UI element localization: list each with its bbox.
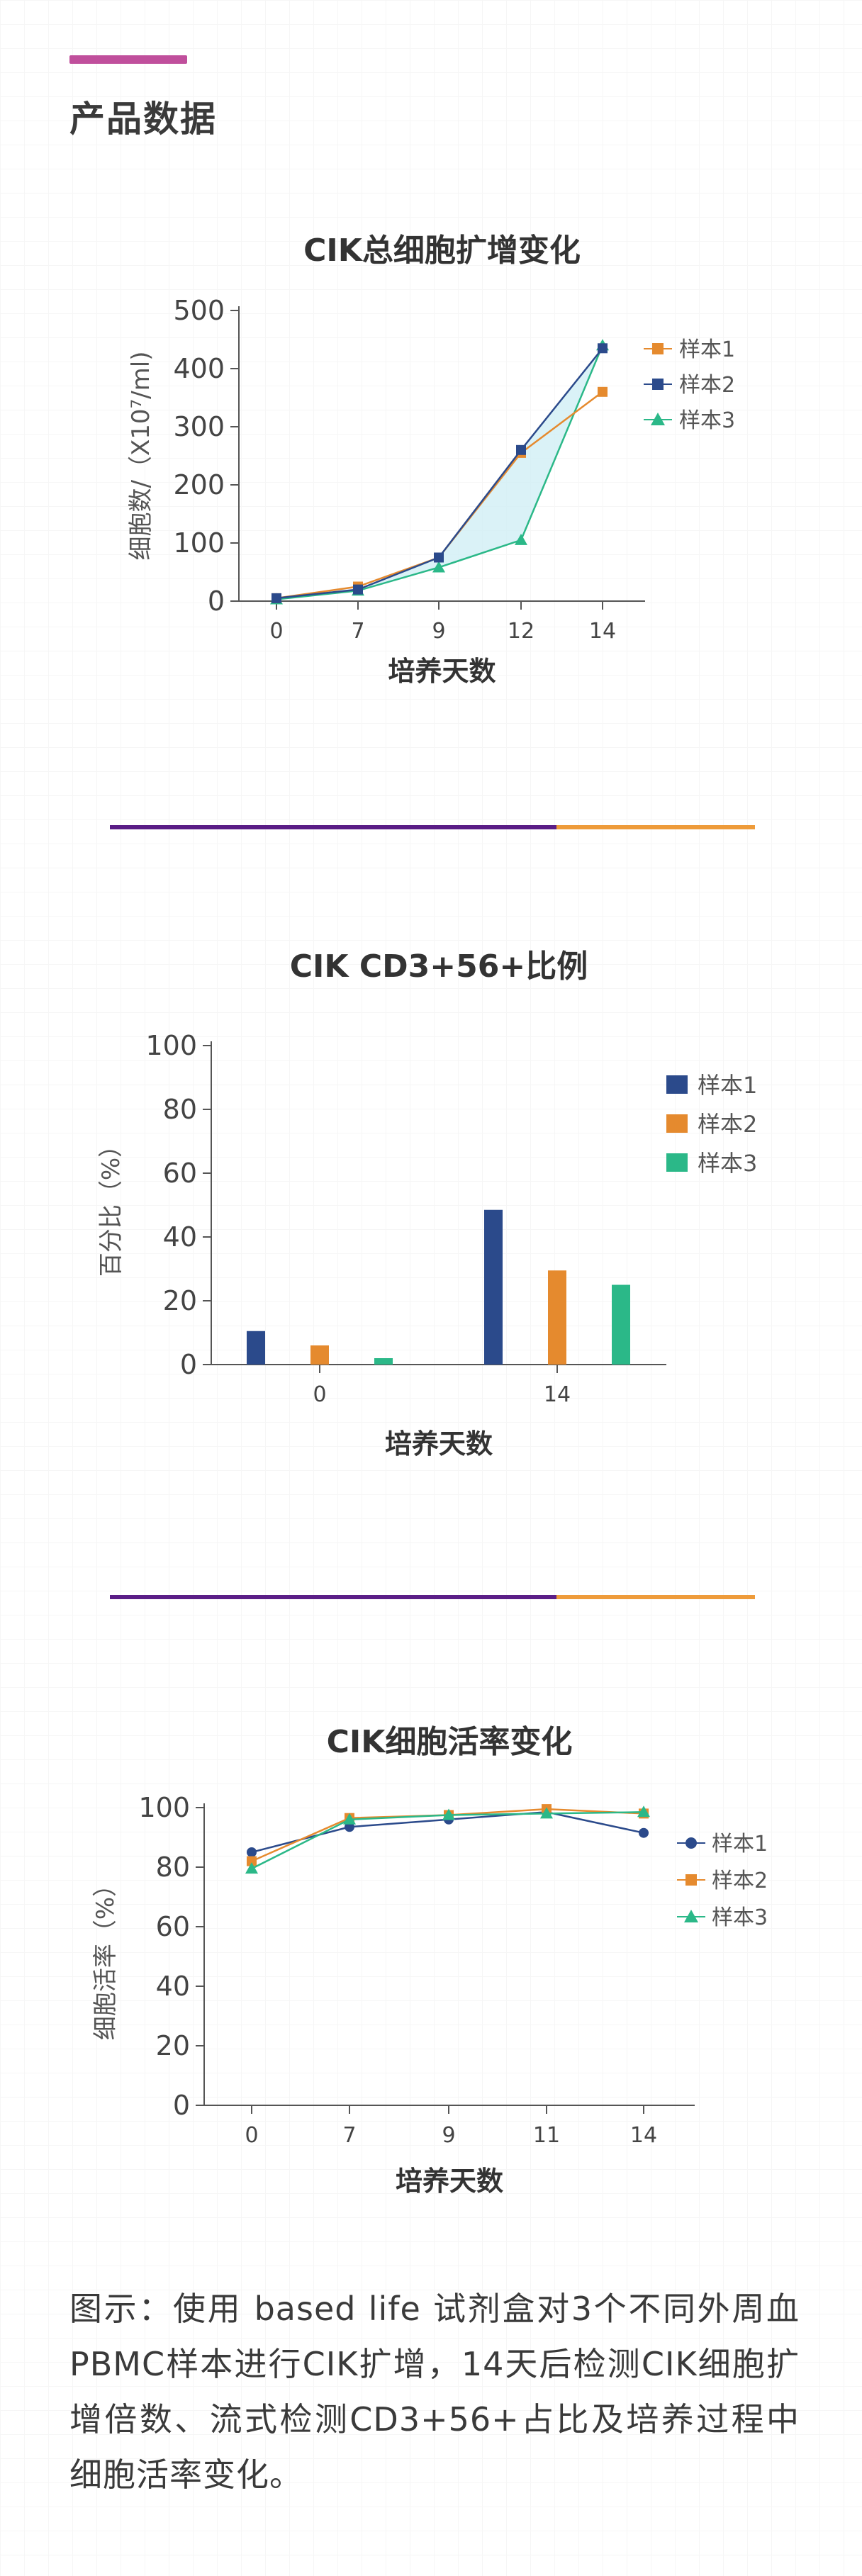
chart3-legend-label: 样本1 bbox=[712, 1832, 768, 1857]
chart1-y-tick-label: 300 bbox=[173, 411, 225, 442]
chart3-x-tick-label: 9 bbox=[442, 2123, 455, 2148]
chart1-x-tick-label: 0 bbox=[269, 619, 283, 644]
chart2-legend-label: 样本2 bbox=[698, 1111, 757, 1138]
chart3-x-tick-label: 0 bbox=[245, 2123, 258, 2148]
chart2-y-tick-label: 60 bbox=[163, 1158, 197, 1189]
chart1-x-tick-label: 9 bbox=[432, 619, 445, 644]
chart3-x-axis-label: 培养天数 bbox=[396, 2166, 503, 2197]
chart3-title: CIK细胞活率变化 bbox=[327, 1724, 573, 1760]
chart2-x-axis-label: 培养天数 bbox=[385, 1428, 493, 1460]
chart2-y-axis-label: 百分比（%） bbox=[97, 1133, 125, 1277]
chart1-title: CIK总细胞扩增变化 bbox=[303, 233, 581, 269]
chart2-y-tick-label: 40 bbox=[163, 1221, 197, 1253]
chart1-x-axis-label: 培养天数 bbox=[388, 656, 496, 687]
chart1-point bbox=[598, 386, 608, 397]
chart2-legend-swatch bbox=[666, 1153, 688, 1172]
chart2-bar bbox=[247, 1331, 265, 1365]
divider-2 bbox=[110, 1595, 755, 1599]
chart3-point bbox=[245, 1862, 258, 1874]
chart2-legend-swatch bbox=[666, 1114, 688, 1133]
chart2-bar bbox=[548, 1270, 566, 1365]
title-accent-bar bbox=[69, 55, 187, 64]
chart3-y-tick-label: 0 bbox=[173, 2090, 190, 2121]
chart2-y-tick-label: 20 bbox=[163, 1285, 197, 1316]
chart1-legend-marker bbox=[652, 343, 664, 354]
chart1-point bbox=[434, 552, 444, 563]
chart1-legend-marker bbox=[651, 413, 665, 425]
chart1-x-tick-label: 7 bbox=[351, 619, 364, 644]
chart1-y-tick-label: 200 bbox=[173, 469, 225, 500]
chart2-bar bbox=[310, 1345, 329, 1365]
chart1-point bbox=[598, 343, 608, 354]
chart-cd3-56-ratio: CIK CD3+56+比例 0 20 40 60 80 100 0 14 培养天数 百分比（%） 样本… bbox=[97, 948, 757, 1460]
chart2-y-tick-label: 80 bbox=[163, 1094, 197, 1125]
chart2-x-tick-label: 0 bbox=[313, 1382, 326, 1407]
chart3-y-axis-label: 细胞活率（%） bbox=[91, 1873, 120, 2040]
chart3-x-tick-label: 11 bbox=[533, 2123, 560, 2148]
chart3-point bbox=[247, 1847, 257, 1857]
chart1-point bbox=[516, 444, 526, 455]
chart3-point bbox=[345, 1822, 354, 1832]
chart1-y-tick-label: 0 bbox=[208, 586, 225, 617]
chart2-legend-swatch bbox=[666, 1075, 688, 1094]
chart3-y-tick-label: 40 bbox=[156, 1971, 190, 2002]
section-title: 产品数据 bbox=[69, 99, 217, 140]
chart3-legend-marker bbox=[685, 1837, 697, 1849]
chart1-y-tick-label: 100 bbox=[173, 527, 225, 559]
chart3-x-tick-label: 14 bbox=[630, 2123, 657, 2148]
chart2-legend-label: 样本3 bbox=[698, 1150, 757, 1177]
chart1-point bbox=[272, 593, 281, 603]
chart1-y-tick-label: 400 bbox=[173, 353, 225, 384]
chart1-y-tick-label: 500 bbox=[173, 295, 225, 326]
chart1-legend-label: 样本3 bbox=[679, 408, 735, 433]
chart1-y-axis-label: 细胞数/（X10⁷/ml) bbox=[127, 352, 155, 561]
chart2-y-tick-label: 100 bbox=[145, 1030, 197, 1061]
chart-cik-expansion: CIK总细胞扩增变化 0 100 200 300 400 500 0 7 9 12 14 培养天数 细胞数… bbox=[127, 233, 735, 687]
chart2-y-tick-label: 0 bbox=[180, 1349, 197, 1380]
chart3-legend-marker bbox=[684, 1910, 698, 1922]
chart3-legend-label: 样本3 bbox=[712, 1905, 768, 1930]
chart3-y-tick-label: 20 bbox=[156, 2030, 190, 2061]
chart2-bar bbox=[374, 1358, 393, 1365]
chart3-point bbox=[639, 1827, 649, 1838]
chart3-point bbox=[442, 1808, 455, 1820]
chart3-point bbox=[247, 1856, 257, 1866]
caption-text: 图示：使用 based life 试剂盒对3个不同外周血PBMC样本进行CIK扩… bbox=[69, 2290, 800, 2494]
chart1-legend-label: 样本2 bbox=[679, 373, 735, 398]
chart2-bar bbox=[612, 1284, 630, 1365]
chart1-x-tick-label: 12 bbox=[508, 619, 534, 644]
chart1-x-tick-label: 14 bbox=[589, 619, 616, 644]
chart2-legend-label: 样本1 bbox=[698, 1072, 757, 1099]
chart3-y-tick-label: 60 bbox=[156, 1911, 190, 1942]
chart1-point bbox=[432, 561, 445, 573]
chart3-point bbox=[343, 1813, 356, 1825]
chart2-x-tick-label: 14 bbox=[544, 1382, 571, 1407]
chart3-x-tick-label: 7 bbox=[342, 2123, 356, 2148]
chart3-legend-marker bbox=[685, 1874, 697, 1886]
divider-1 bbox=[110, 825, 755, 829]
chart1-point bbox=[353, 584, 363, 595]
chart2-bar bbox=[484, 1209, 503, 1365]
chart1-legend-marker bbox=[652, 379, 664, 390]
chart2-title: CIK CD3+56+比例 bbox=[290, 948, 588, 985]
chart3-y-tick-label: 80 bbox=[156, 1852, 190, 1883]
chart1-point bbox=[515, 533, 527, 545]
chart3-legend-label: 样本2 bbox=[712, 1869, 768, 1893]
chart3-y-tick-label: 100 bbox=[138, 1792, 190, 1823]
chart1-legend-label: 样本1 bbox=[679, 337, 735, 362]
chart3-point bbox=[637, 1805, 650, 1818]
chart3-point bbox=[540, 1807, 553, 1819]
chart-viability: CIK细胞活率变化 0 20 40 60 80 100 0 7 9 11 14 培养天数 细胞活率（%） 样… bbox=[91, 1724, 768, 2197]
